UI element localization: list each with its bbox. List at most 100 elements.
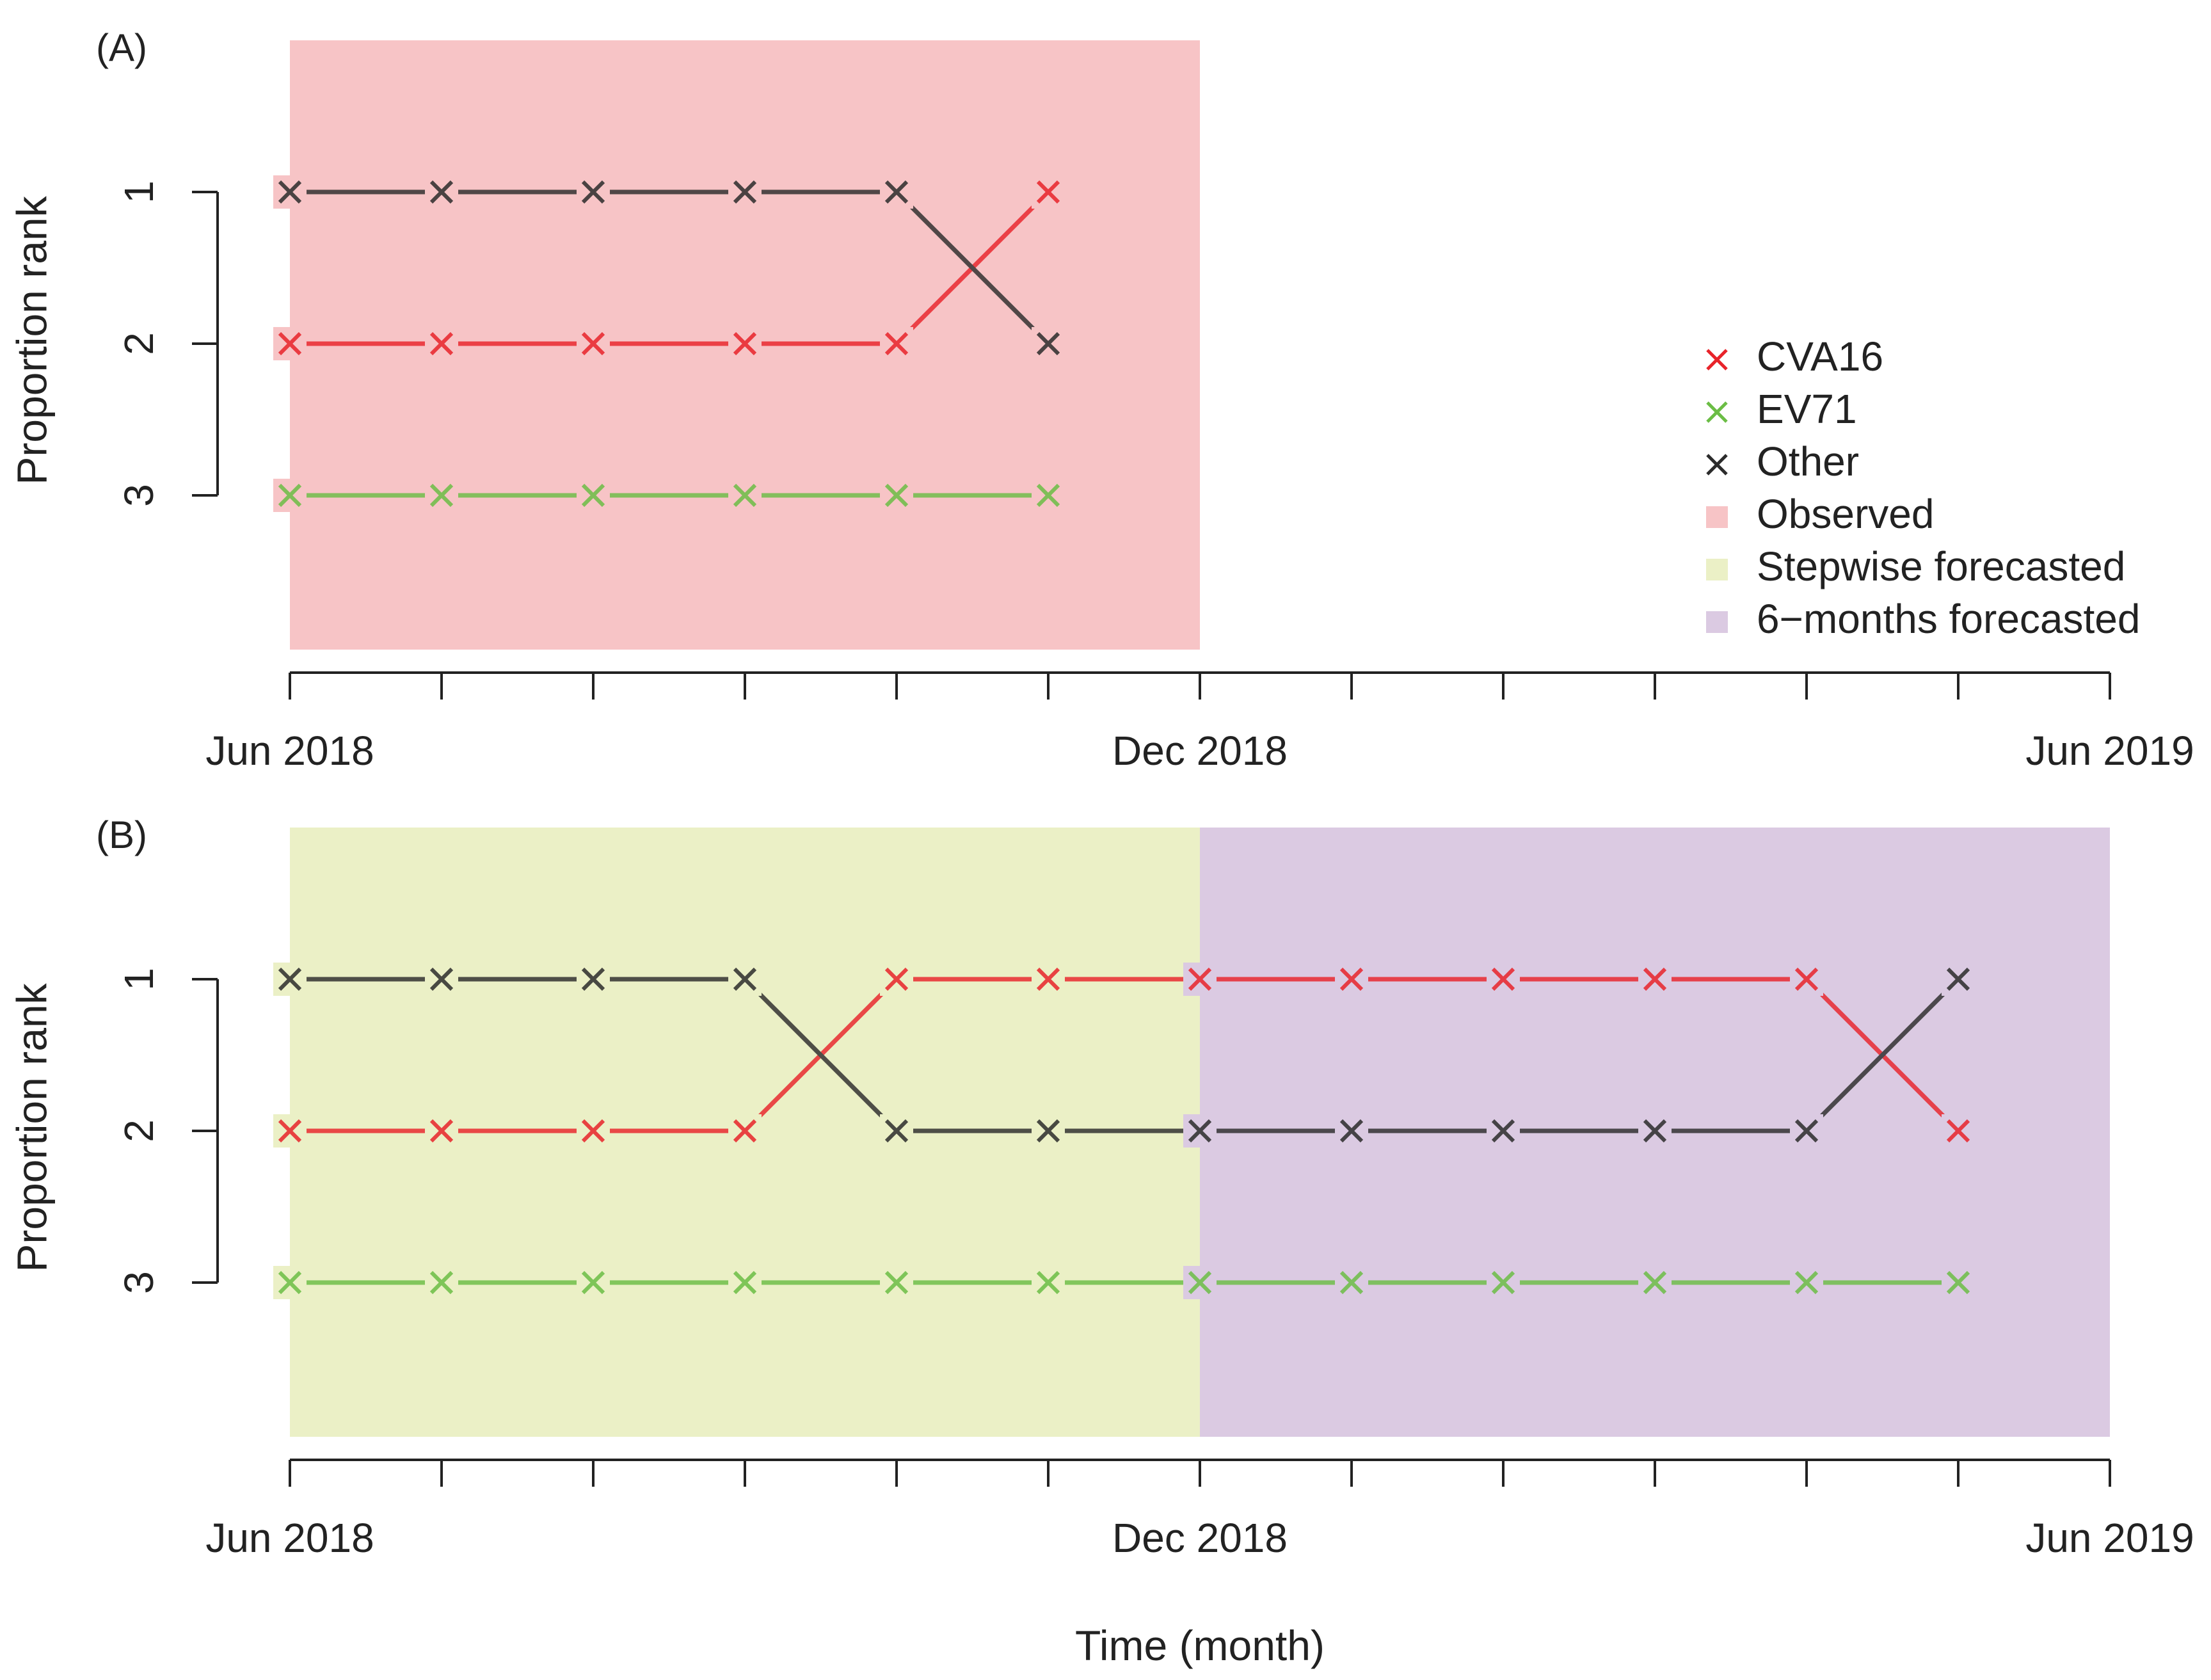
data-point-other bbox=[1942, 963, 1975, 996]
data-point-cross-stroke bbox=[581, 1270, 605, 1295]
data-point-other bbox=[1335, 1114, 1368, 1148]
legend-label: Other bbox=[1757, 438, 1859, 484]
data-point-cva16 bbox=[728, 327, 762, 360]
x-axis: Jun 2018 Dec 2018 Jun 2019 bbox=[205, 671, 2194, 774]
data-point-other bbox=[880, 175, 913, 209]
y-axis-title: Proportion rank bbox=[8, 982, 55, 1272]
legend-item-observed: Observed bbox=[1706, 491, 1934, 537]
data-point-ev71 bbox=[273, 1266, 307, 1299]
data-point-cva16 bbox=[1790, 963, 1823, 996]
data-point-cva16 bbox=[1638, 963, 1672, 996]
data-point-cross-stroke bbox=[581, 1119, 605, 1143]
series-cva16 bbox=[273, 963, 1975, 1148]
data-point-ev71 bbox=[728, 1266, 762, 1299]
data-point-cross-stroke bbox=[1036, 967, 1060, 991]
data-point-cross-stroke bbox=[1946, 967, 1970, 991]
data-point-cross-stroke bbox=[1339, 1270, 1364, 1295]
data-point-ev71 bbox=[577, 479, 610, 512]
data-point-cross-stroke bbox=[278, 1119, 302, 1143]
y-tick-label: 2 bbox=[116, 332, 162, 355]
data-point-other bbox=[728, 963, 762, 996]
y-tick-label: 1 bbox=[116, 180, 162, 204]
data-point-cross-stroke bbox=[581, 180, 605, 204]
data-point-cross-stroke bbox=[884, 332, 909, 356]
data-point-cross-stroke bbox=[1188, 967, 1212, 991]
data-point-ev71 bbox=[425, 479, 458, 512]
data-point-cross-stroke bbox=[1946, 1119, 1970, 1143]
legend-swatch bbox=[1706, 506, 1728, 528]
data-point-cross-stroke bbox=[1794, 1270, 1819, 1295]
x-tick-label: Jun 2019 bbox=[2025, 1515, 2194, 1561]
legend-swatch bbox=[1706, 611, 1728, 633]
data-point-cross-stroke bbox=[278, 967, 302, 991]
data-point-ev71 bbox=[1790, 1266, 1823, 1299]
data-point-cross-stroke bbox=[1794, 1119, 1819, 1143]
data-point-ev71 bbox=[880, 479, 913, 512]
data-point-other bbox=[425, 175, 458, 209]
data-point-cross-stroke bbox=[1339, 967, 1364, 991]
y-axis: 1 2 3 Proportion rank bbox=[8, 968, 219, 1294]
data-point-ev71 bbox=[1335, 1266, 1368, 1299]
panel-label: (A) bbox=[96, 26, 147, 69]
y-tick-label: 3 bbox=[116, 1271, 162, 1294]
series-cva16 bbox=[273, 175, 1065, 360]
data-point-ev71 bbox=[273, 479, 307, 512]
data-point-other bbox=[1032, 327, 1065, 360]
data-point-cva16 bbox=[728, 1114, 762, 1148]
y-tick-label: 3 bbox=[116, 484, 162, 507]
legend-swatch bbox=[1706, 559, 1728, 580]
x-tick-label: Dec 2018 bbox=[1112, 728, 1288, 774]
data-point-cross-stroke bbox=[884, 1119, 909, 1143]
panel-label: (B) bbox=[96, 813, 147, 856]
data-point-cross-stroke bbox=[1188, 1119, 1212, 1143]
data-point-cva16 bbox=[1942, 1114, 1975, 1148]
x-axis: Jun 2018 Dec 2018 Jun 2019 bbox=[205, 1459, 2194, 1561]
data-point-cross-stroke bbox=[1188, 1270, 1212, 1295]
legend-item-ev71: EV71 bbox=[1706, 386, 1857, 432]
series-other bbox=[273, 175, 1065, 360]
series-line-segment bbox=[895, 190, 1050, 346]
data-point-other bbox=[273, 175, 307, 209]
data-point-cross-stroke bbox=[1643, 1270, 1667, 1295]
data-point-other bbox=[1638, 1114, 1672, 1148]
data-point-ev71 bbox=[425, 1266, 458, 1299]
x-tick-label: Jun 2019 bbox=[2025, 728, 2194, 774]
data-point-cva16 bbox=[425, 1114, 458, 1148]
data-point-cva16 bbox=[425, 327, 458, 360]
data-point-cross-stroke bbox=[278, 1270, 302, 1295]
data-point-cross-stroke bbox=[429, 1119, 454, 1143]
data-point-other bbox=[728, 175, 762, 209]
data-point-other bbox=[1032, 1114, 1065, 1148]
data-point-cross-stroke bbox=[733, 1270, 757, 1295]
data-point-cross-stroke bbox=[733, 1119, 757, 1143]
y-axis-title: Proportion rank bbox=[8, 195, 55, 484]
data-point-cross-stroke bbox=[429, 180, 454, 204]
data-point-cross-stroke bbox=[1036, 1270, 1060, 1295]
y-axis: 1 2 3 Proportion rank bbox=[8, 180, 219, 507]
data-point-cross-stroke bbox=[581, 483, 605, 508]
data-point-ev71 bbox=[577, 1266, 610, 1299]
data-point-cross-stroke bbox=[733, 483, 757, 508]
data-point-cross-stroke bbox=[1643, 1119, 1667, 1143]
legend-label: Stepwise forecasted bbox=[1757, 543, 2125, 589]
legend-cross-stroke bbox=[1706, 454, 1728, 476]
x-axis-title: Time (month) bbox=[1075, 1622, 1325, 1669]
legend-label: 6−months forecasted bbox=[1757, 596, 2140, 642]
x-tick-label: Jun 2018 bbox=[205, 1515, 374, 1561]
data-point-cross-stroke bbox=[1036, 1119, 1060, 1143]
data-point-other bbox=[1183, 1114, 1217, 1148]
data-point-ev71 bbox=[880, 1266, 913, 1299]
data-point-cva16 bbox=[1487, 963, 1520, 996]
data-point-cross-stroke bbox=[733, 967, 757, 991]
legend-label: Observed bbox=[1757, 491, 1934, 537]
data-point-cva16 bbox=[273, 1114, 307, 1148]
data-point-cross-stroke bbox=[1036, 483, 1060, 508]
legend-cross-stroke bbox=[1706, 401, 1728, 423]
data-point-cross-stroke bbox=[278, 332, 302, 356]
series-group bbox=[273, 963, 1975, 1299]
data-point-cross-stroke bbox=[278, 483, 302, 508]
x-tick-label: Jun 2018 bbox=[205, 728, 374, 774]
data-point-cross-stroke bbox=[1339, 1119, 1364, 1143]
